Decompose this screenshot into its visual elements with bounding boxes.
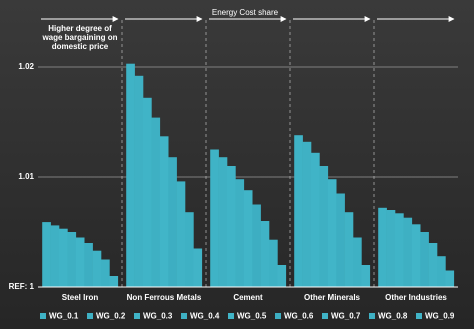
x-tick-label: Other Industries <box>385 293 447 302</box>
legend-swatch <box>87 313 93 319</box>
x-tick-label: Other Minerals <box>304 293 361 302</box>
bar <box>126 63 135 288</box>
bar <box>411 224 421 287</box>
bar <box>252 204 261 287</box>
legend-swatch <box>416 313 422 319</box>
legend-swatch <box>40 313 46 319</box>
bar <box>92 250 102 287</box>
bar <box>336 193 345 287</box>
bar <box>395 213 404 287</box>
bar <box>386 210 396 287</box>
bar <box>193 248 203 287</box>
x-tick-label: Non Ferrous Metals <box>127 293 202 302</box>
x-tick-label: Steel Iron <box>62 293 99 302</box>
bar <box>277 265 287 287</box>
bar <box>59 228 68 287</box>
bar <box>42 222 51 287</box>
legend-label: WG_0.2 <box>96 312 126 321</box>
bar <box>75 237 85 287</box>
bar <box>344 212 354 287</box>
bar <box>210 149 219 287</box>
legend-swatch <box>134 313 140 319</box>
bar <box>159 136 169 287</box>
bar <box>445 270 455 287</box>
bar <box>134 75 144 287</box>
bar <box>428 243 438 287</box>
legend-swatch <box>275 313 281 319</box>
annotation: domestic price <box>52 42 109 51</box>
bar <box>269 239 278 287</box>
bar <box>420 232 429 287</box>
bar <box>185 212 194 287</box>
bar <box>327 179 337 287</box>
bar <box>109 276 119 287</box>
bar <box>403 217 413 287</box>
bar <box>378 207 387 287</box>
bar <box>67 232 77 287</box>
bar <box>361 265 371 287</box>
bar <box>227 166 236 287</box>
bar <box>260 221 270 287</box>
legend-swatch <box>181 313 187 319</box>
y-tick-label: REF: 1 <box>9 282 35 291</box>
bar <box>168 157 177 287</box>
bar <box>235 179 245 287</box>
bar <box>50 225 60 287</box>
legend-label: WG_0.8 <box>378 312 408 321</box>
bar <box>437 256 446 287</box>
bar <box>311 152 320 287</box>
chart-title: Energy Cost share <box>212 8 279 17</box>
legend-label: WG_0.9 <box>425 312 455 321</box>
legend-label: WG_0.6 <box>284 312 314 321</box>
x-tick-label: Cement <box>233 293 263 302</box>
legend-swatch <box>228 313 234 319</box>
bar <box>101 259 110 287</box>
bar <box>218 157 228 287</box>
y-tick-label: 1.01 <box>18 172 34 181</box>
bar <box>302 141 312 287</box>
bar <box>143 97 152 287</box>
legend-swatch <box>369 313 375 319</box>
bar <box>84 243 93 287</box>
bar <box>319 166 329 287</box>
bar <box>176 181 186 287</box>
bar <box>294 135 303 287</box>
legend-swatch <box>322 313 328 319</box>
legend-label: WG_0.1 <box>49 312 79 321</box>
legend-label: WG_0.7 <box>331 312 361 321</box>
bar <box>353 237 362 287</box>
legend-label: WG_0.3 <box>143 312 173 321</box>
bar <box>151 117 161 287</box>
annotation: wage bargaining on <box>41 33 117 42</box>
bar <box>243 190 253 287</box>
annotation: Higher degree of <box>48 24 112 33</box>
y-tick-label: 1.02 <box>18 62 34 71</box>
legend-label: WG_0.5 <box>237 312 267 321</box>
legend-label: WG_0.4 <box>190 312 220 321</box>
